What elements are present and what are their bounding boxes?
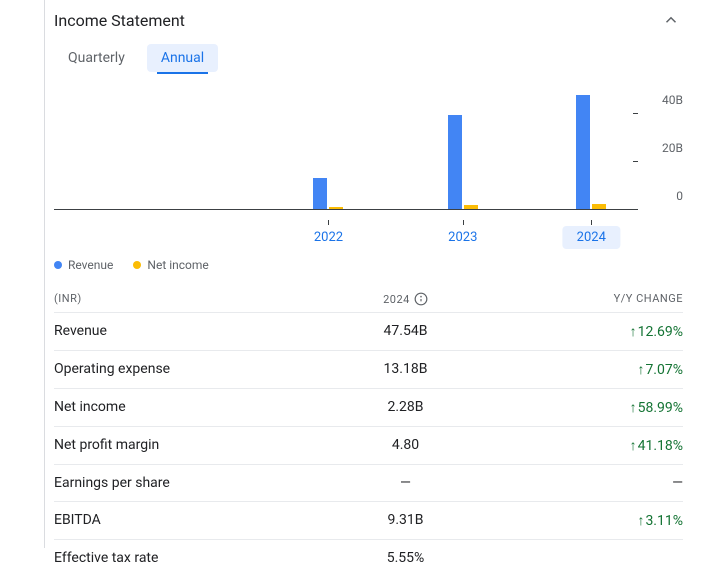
y-axis-tick: [633, 161, 638, 162]
x-axis-tick: [463, 220, 464, 225]
legend-label: Net income: [147, 258, 208, 272]
x-axis-year-label[interactable]: 2023: [434, 226, 491, 249]
metric-name: Net profit margin: [54, 437, 313, 454]
tab-quarterly[interactable]: Quarterly: [54, 44, 139, 72]
bar-group: [576, 95, 606, 209]
legend-item: Revenue: [54, 258, 113, 272]
table-row[interactable]: Net income2.28B↑58.99%: [54, 388, 683, 426]
revenue-bar[interactable]: [576, 95, 590, 209]
table-row[interactable]: Net profit margin4.80↑41.18%: [54, 426, 683, 464]
revenue-bar[interactable]: [313, 178, 327, 209]
metric-value: 47.54B: [313, 323, 498, 340]
year-column-header: 2024: [313, 292, 498, 306]
metric-value: —: [313, 475, 498, 491]
legend-dot: [133, 261, 141, 269]
y-axis-tick-label: 40B: [662, 93, 683, 107]
year-label: 2024: [383, 293, 410, 306]
yoy-change: [498, 550, 683, 566]
bar-group: [448, 115, 478, 209]
y-axis-labels: 0 20B 40B: [643, 90, 683, 210]
x-axis-tick: [591, 220, 592, 225]
metric-name: EBITDA: [54, 512, 313, 529]
legend-item: Net income: [133, 258, 208, 272]
tab-annual[interactable]: Annual: [147, 44, 218, 72]
metric-value: 5.55%: [313, 550, 498, 566]
table-row[interactable]: Effective tax rate5.55%: [54, 539, 683, 576]
yoy-column-header: Y/Y CHANGE: [498, 292, 683, 306]
section-header: Income Statement: [54, 0, 683, 36]
metric-name: Effective tax rate: [54, 550, 313, 566]
legend-dot: [54, 261, 62, 269]
netincome-bar[interactable]: [464, 205, 478, 209]
metric-name: Operating expense: [54, 361, 313, 378]
x-axis-tick: [328, 220, 329, 225]
x-axis-year-label[interactable]: 2022: [300, 226, 357, 249]
table-row[interactable]: Operating expense13.18B↑7.07%: [54, 350, 683, 388]
y-axis-tick-label: 20B: [662, 141, 683, 155]
metric-name: Earnings per share: [54, 475, 313, 491]
info-icon[interactable]: [414, 292, 428, 306]
table-row[interactable]: Earnings per share——: [54, 464, 683, 501]
currency-label: (INR): [54, 292, 313, 306]
legend-label: Revenue: [68, 258, 113, 272]
netincome-bar[interactable]: [592, 204, 606, 209]
table-header-row: (INR) 2024 Y/Y CHANGE: [54, 286, 683, 312]
yoy-change: ↑58.99%: [498, 399, 683, 416]
section-title: Income Statement: [54, 11, 185, 30]
yoy-change: ↑7.07%: [498, 361, 683, 378]
chart-plot: [54, 90, 638, 210]
chart-legend: Revenue Net income: [54, 250, 683, 286]
yoy-change: ↑12.69%: [498, 323, 683, 340]
table-row[interactable]: EBITDA9.31B↑3.11%: [54, 501, 683, 539]
x-axis-year-label[interactable]: 2024: [563, 226, 620, 249]
table-row[interactable]: Revenue47.54B↑12.69%: [54, 312, 683, 350]
income-chart: 0 20B 40B 2022 2023 2024: [54, 90, 683, 250]
yoy-change: ↑41.18%: [498, 437, 683, 454]
chevron-up-icon[interactable]: [659, 8, 683, 32]
y-axis-tick: [633, 113, 638, 114]
metric-name: Revenue: [54, 323, 313, 340]
y-axis-tick: [633, 209, 638, 210]
table-body: Revenue47.54B↑12.69%Operating expense13.…: [54, 312, 683, 576]
yoy-change: —: [498, 475, 683, 491]
yoy-change: ↑3.11%: [498, 512, 683, 529]
income-statement-section: Income Statement Quarterly Annual 0 20B 40…: [0, 0, 703, 576]
metric-value: 9.31B: [313, 512, 498, 529]
period-tabs: Quarterly Annual: [54, 36, 683, 82]
netincome-bar[interactable]: [329, 207, 343, 209]
revenue-bar[interactable]: [448, 115, 462, 209]
x-axis-labels: 2022 2023 2024: [54, 220, 638, 250]
metric-value: 13.18B: [313, 361, 498, 378]
metric-name: Net income: [54, 399, 313, 416]
bar-group: [313, 178, 343, 209]
metric-value: 2.28B: [313, 399, 498, 416]
metric-value: 4.80: [313, 437, 498, 454]
y-axis-tick-label: 0: [676, 189, 683, 203]
